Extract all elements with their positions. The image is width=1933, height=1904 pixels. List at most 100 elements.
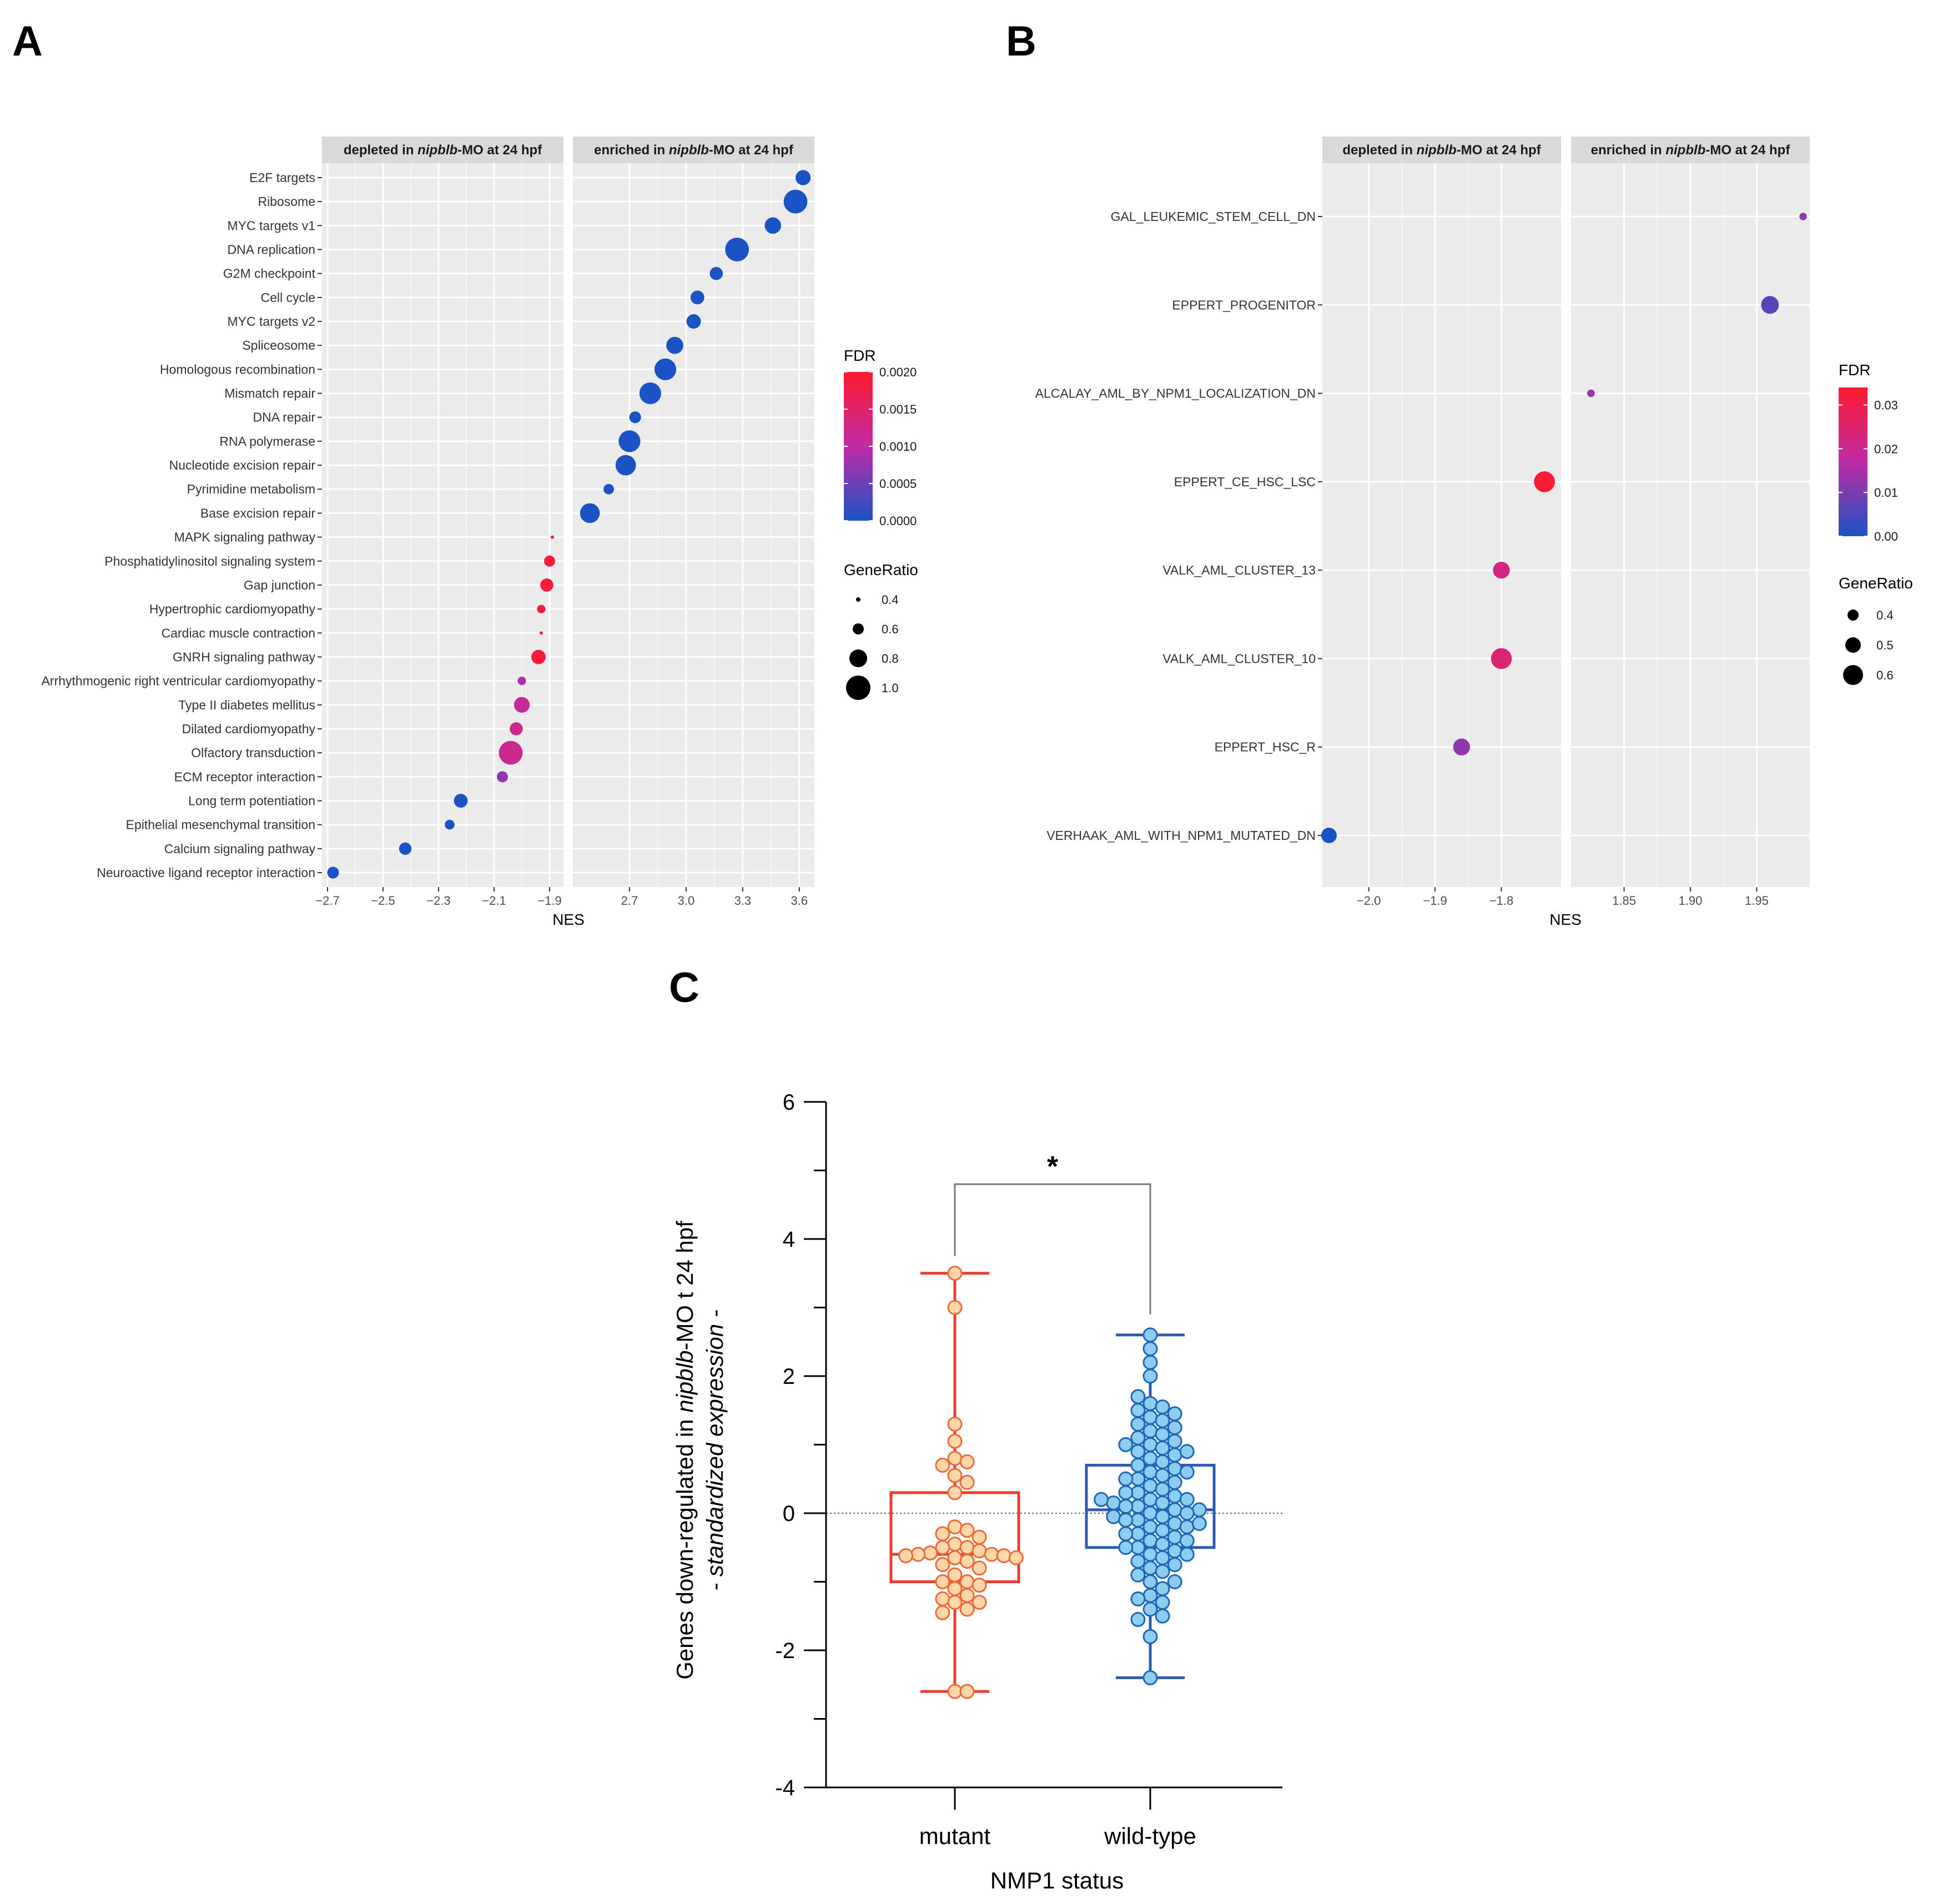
legend-fdr-label: 0.02 bbox=[1874, 442, 1898, 456]
data-point-wild-type bbox=[1142, 1354, 1158, 1370]
data-point-mutant bbox=[898, 1548, 914, 1564]
term-label-mismatch-repair: Mismatch repair bbox=[224, 386, 315, 401]
data-point-wild-type bbox=[1142, 1478, 1158, 1494]
data-point-wild-type bbox=[1155, 1581, 1170, 1596]
data-point-wild-type bbox=[1142, 1464, 1158, 1480]
data-point-wild-type bbox=[1130, 1444, 1146, 1459]
data-point-wild-type bbox=[1155, 1564, 1170, 1579]
data-point-wild-type bbox=[1142, 1450, 1158, 1466]
data-point-wild-type bbox=[1118, 1485, 1134, 1500]
data-point-mutant bbox=[947, 1450, 963, 1466]
data-point-mutant bbox=[947, 1300, 963, 1315]
data-point-wild-type bbox=[1094, 1492, 1109, 1507]
data-point-wild-type bbox=[1118, 1512, 1134, 1528]
data-point-wild-type bbox=[1167, 1557, 1182, 1573]
y-tick-label: 0 bbox=[783, 1502, 795, 1526]
dot-rna-polymerase bbox=[618, 430, 641, 452]
data-point-wild-type bbox=[1155, 1482, 1170, 1497]
x-tick-label: −2.3 bbox=[426, 894, 450, 908]
data-point-wild-type bbox=[1130, 1403, 1146, 1418]
term-label-valk-aml-cluster-13: VALK_AML_CLUSTER_13 bbox=[1162, 563, 1316, 577]
panel-letter-b: B bbox=[1006, 18, 1036, 65]
data-point-wild-type bbox=[1167, 1516, 1182, 1532]
dot-base-excision-repair bbox=[580, 503, 600, 523]
panel-letter-a: A bbox=[12, 18, 43, 65]
data-point-mutant bbox=[959, 1553, 975, 1569]
data-point-mutant bbox=[984, 1547, 999, 1562]
data-point-mutant bbox=[923, 1545, 938, 1561]
dot-olfactory-transduction bbox=[499, 741, 523, 765]
dot-gnrh-signaling-pathway bbox=[531, 649, 546, 664]
x-tick-label: 3.6 bbox=[791, 894, 808, 908]
legend-size-label: 0.4 bbox=[882, 593, 899, 607]
data-point-wild-type bbox=[1142, 1423, 1158, 1439]
data-point-wild-type bbox=[1179, 1519, 1195, 1535]
legend-fdr-label: 0.01 bbox=[1874, 486, 1898, 500]
data-point-wild-type bbox=[1130, 1471, 1146, 1487]
legend-size-dot bbox=[1843, 665, 1863, 685]
data-point-wild-type bbox=[1142, 1409, 1158, 1425]
data-point-mutant bbox=[947, 1684, 963, 1699]
data-point-wild-type bbox=[1155, 1608, 1170, 1624]
data-point-wild-type bbox=[1155, 1468, 1170, 1483]
significance-star: * bbox=[1047, 1151, 1059, 1183]
data-point-mutant bbox=[996, 1548, 1011, 1564]
data-point-mutant bbox=[947, 1468, 963, 1483]
legend-size-label: 0.4 bbox=[1876, 608, 1894, 622]
data-point-wild-type bbox=[1130, 1553, 1146, 1569]
term-label-dna-repair: DNA repair bbox=[253, 410, 316, 425]
dot-hypertrophic-cardiomyopathy bbox=[537, 605, 546, 613]
data-point-mutant bbox=[947, 1550, 963, 1565]
x-tick-label: −2.5 bbox=[371, 894, 395, 908]
data-point-mutant bbox=[959, 1540, 975, 1555]
y-axis-title-main: Genes down-regulated in nipblb-MO t 24 h… bbox=[672, 1221, 698, 1680]
dot-ecm-receptor-interaction bbox=[497, 771, 508, 783]
data-point-mutant bbox=[947, 1537, 963, 1552]
dot-nucleotide-excision-repair bbox=[615, 455, 636, 476]
x-axis-title: NES bbox=[1549, 911, 1582, 928]
data-point-mutant bbox=[959, 1684, 975, 1699]
data-point-wild-type bbox=[1167, 1574, 1182, 1589]
data-point-mutant bbox=[947, 1519, 963, 1535]
data-point-wild-type bbox=[1167, 1474, 1182, 1490]
term-label-spliceosome: Spliceosome bbox=[242, 338, 315, 352]
term-label-myc-targets-v1: MYC targets v1 bbox=[228, 218, 316, 233]
data-point-wild-type bbox=[1130, 1416, 1146, 1432]
x-axis-title: NMP1 status bbox=[990, 1867, 1124, 1893]
term-label-ecm-receptor-interaction: ECM receptor interaction bbox=[174, 769, 315, 784]
data-point-wild-type bbox=[1167, 1502, 1182, 1518]
legend-fdr-label: 0.0010 bbox=[879, 440, 917, 454]
data-point-wild-type bbox=[1142, 1437, 1158, 1452]
data-point-mutant bbox=[971, 1560, 987, 1576]
legend-generatio-title: GeneRatio bbox=[844, 561, 918, 578]
dot-valk-aml-cluster-10 bbox=[1491, 648, 1512, 669]
dot-dna-repair bbox=[629, 411, 641, 424]
dot-homologous-recombination bbox=[654, 358, 677, 380]
y-tick-label: 2 bbox=[783, 1364, 795, 1389]
data-point-mutant bbox=[935, 1574, 950, 1589]
data-point-wild-type bbox=[1142, 1560, 1158, 1576]
data-point-wild-type bbox=[1142, 1533, 1158, 1548]
dot-e2f-targets bbox=[796, 170, 811, 185]
panel-c-boxplot: -4 -2 0 2 4 6 mutant wild-type * NMP1 status Genes… bbox=[672, 1090, 1282, 1893]
data-point-wild-type bbox=[1155, 1413, 1170, 1428]
data-point-mutant bbox=[947, 1416, 963, 1432]
panel-a-dotplot: depleted in nipblb-MO at 24 hpf −2.7 −2.5 −… bbox=[42, 137, 918, 928]
term-label-e2f-targets: E2F targets bbox=[249, 170, 315, 185]
data-point-wild-type bbox=[1155, 1523, 1170, 1538]
data-point-wild-type bbox=[1118, 1499, 1134, 1514]
facet-strip-dep bbox=[1322, 137, 1561, 163]
facet-panel-enr bbox=[573, 163, 814, 887]
data-point-wild-type bbox=[1179, 1505, 1195, 1521]
legend-size-label: 0.6 bbox=[882, 622, 899, 636]
x-tick-label: 1.95 bbox=[1745, 894, 1769, 908]
data-point-wild-type bbox=[1167, 1529, 1182, 1545]
data-point-wild-type bbox=[1155, 1495, 1170, 1510]
facet-panel-dep bbox=[1322, 163, 1561, 887]
legend-fdr-label: 0.0005 bbox=[879, 477, 917, 491]
term-label-arrhythmogenic-right-ventricular-cardiomyopathy: Arrhythmogenic right ventricular cardiom… bbox=[42, 674, 316, 688]
x-tick-label-wild-type: wild-type bbox=[1104, 1823, 1196, 1849]
data-point-wild-type bbox=[1142, 1505, 1158, 1521]
data-point-wild-type bbox=[1130, 1540, 1146, 1555]
data-point-mutant bbox=[959, 1574, 975, 1589]
